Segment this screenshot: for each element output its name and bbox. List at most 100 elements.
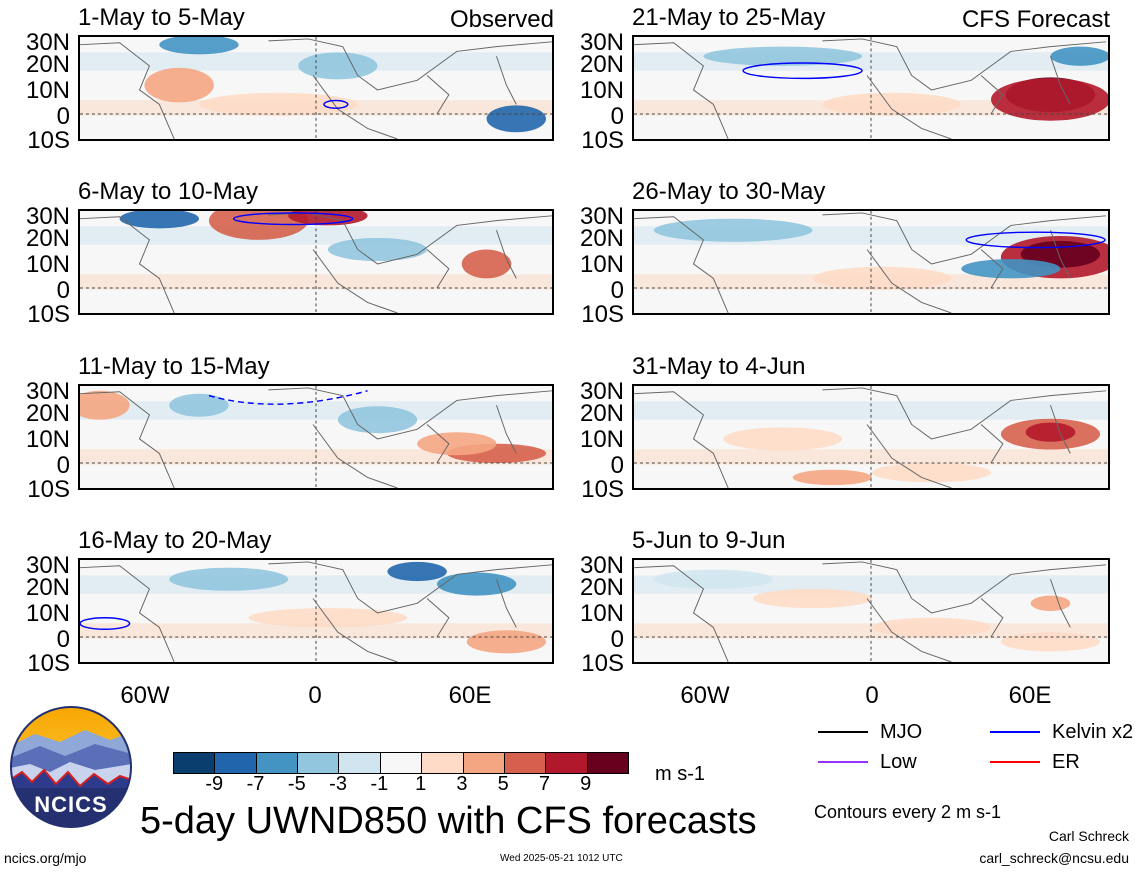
longitude-label: 0 xyxy=(865,682,879,709)
legend-label: ER xyxy=(1052,751,1080,773)
colorbar-tick-label: -1 xyxy=(370,773,389,795)
legend-line xyxy=(990,731,1040,733)
latitude-label: 10N xyxy=(579,600,624,627)
latitude-label: 10S xyxy=(27,650,70,677)
main-title: 5-day UWND850 with CFS forecasts xyxy=(140,800,757,842)
latitude-label: 30N xyxy=(579,29,624,56)
latitude-label: 10S xyxy=(581,127,624,154)
latitude-label: 10S xyxy=(581,301,624,328)
latitude-label: 30N xyxy=(25,203,70,230)
colorbar-swatch xyxy=(256,753,299,773)
latitude-label: 10N xyxy=(579,77,624,104)
colorbar-swatch xyxy=(174,753,216,773)
contour-note: Contours every 2 m s-1 xyxy=(814,802,1002,822)
wind-map-panel xyxy=(632,384,1110,490)
latitude-label: 0 xyxy=(610,626,624,653)
latitude-label: 0 xyxy=(610,277,624,304)
latitude-label: 0 xyxy=(56,626,70,653)
latitude-label: 30N xyxy=(579,552,624,579)
wind-map-panel xyxy=(78,558,554,664)
latitude-label: 20N xyxy=(25,51,70,78)
legend-line xyxy=(990,761,1040,763)
wind-map-panel xyxy=(78,384,554,490)
author-email: carl_schreck@ncsu.edu xyxy=(979,850,1129,866)
longitude-label: 60W xyxy=(120,682,170,709)
latitude-label: 10N xyxy=(579,426,624,453)
latitude-label: 20N xyxy=(579,225,624,252)
latitude-label: 20N xyxy=(579,574,624,601)
latitude-label: 0 xyxy=(56,277,70,304)
latitude-label: 0 xyxy=(56,103,70,130)
latitude-label: 10S xyxy=(27,476,70,503)
panel-title: 1-May to 5-May xyxy=(78,4,245,31)
colorbar-swatch xyxy=(298,753,340,773)
latitude-label: 10N xyxy=(25,600,70,627)
latitude-label: 30N xyxy=(25,29,70,56)
latitude-label: 10S xyxy=(27,301,70,328)
colorbar-swatch xyxy=(546,753,588,773)
forecast-label: CFS Forecast xyxy=(961,6,1110,33)
latitude-label: 10S xyxy=(581,476,624,503)
longitude-label: 60E xyxy=(1008,682,1052,709)
colorbar-swatch xyxy=(463,753,505,773)
author-name: Carl Schreck xyxy=(1048,828,1129,844)
colorbar-tick-label: 3 xyxy=(456,773,468,795)
latitude-label: 30N xyxy=(579,203,624,230)
latitude-label: 0 xyxy=(610,103,624,130)
colorbar-swatch xyxy=(339,753,381,773)
colorbar-tick-label: 7 xyxy=(538,773,551,795)
colorbar-tick-label: -3 xyxy=(329,773,347,795)
latitude-label: 30N xyxy=(25,378,70,405)
latitude-label: 20N xyxy=(579,400,624,427)
colorbar-swatch xyxy=(215,753,257,773)
logo-text: NCICS xyxy=(34,792,108,817)
latitude-label: 20N xyxy=(25,225,70,252)
footer-timestamp: Wed 2025-05-21 1012 UTC xyxy=(500,853,623,864)
latitude-label: 10S xyxy=(27,127,70,154)
colorbar-swatch xyxy=(504,753,547,773)
latitude-label: 10N xyxy=(25,251,70,278)
latitude-label: 0 xyxy=(610,452,624,479)
legend-label: Low xyxy=(880,751,917,773)
longitude-label: 0 xyxy=(308,682,322,709)
latitude-label: 10N xyxy=(25,426,70,453)
latitude-label: 20N xyxy=(25,400,70,427)
footer-url: ncics.org/mjo xyxy=(4,850,87,866)
observed-label: Observed xyxy=(449,6,554,33)
wind-map-panel xyxy=(78,209,554,315)
latitude-label: 10S xyxy=(581,650,624,677)
longitude-label: 60W xyxy=(680,682,730,709)
panel-title: 6-May to 10-May xyxy=(78,178,259,205)
latitude-label: 10N xyxy=(579,251,624,278)
colorbar-swatch xyxy=(422,753,464,773)
panel-title: 26-May to 30-May xyxy=(632,178,826,205)
panel-title: 5-Jun to 9-Jun xyxy=(632,527,786,554)
latitude-label: 20N xyxy=(579,51,624,78)
colorbar-tick-label: 1 xyxy=(415,773,427,795)
colorbar-tick-label: 9 xyxy=(580,773,592,795)
colorbar-tick-label: -9 xyxy=(205,773,224,795)
wind-map-panel xyxy=(632,209,1110,315)
legend-label: Kelvin x2 xyxy=(1052,721,1134,743)
colorbar-tick-label: -5 xyxy=(287,773,306,795)
colorbar xyxy=(173,752,629,774)
panel-title: 31-May to 4-Jun xyxy=(632,353,806,380)
panel-title: 21-May to 25-May xyxy=(632,4,826,31)
colorbar-units: m s-1 xyxy=(655,763,705,785)
latitude-label: 30N xyxy=(25,552,70,579)
wind-map-panel xyxy=(78,35,554,141)
latitude-label: 20N xyxy=(25,574,70,601)
colorbar-swatch xyxy=(380,753,423,773)
wind-map-panel xyxy=(632,35,1110,141)
colorbar-swatch xyxy=(587,753,628,773)
panel-title: 11-May to 15-May xyxy=(78,353,270,380)
legend-label: MJO xyxy=(880,721,923,743)
panel-title: 16-May to 20-May xyxy=(78,527,272,554)
latitude-label: 0 xyxy=(56,452,70,479)
legend-line xyxy=(818,731,868,733)
legend-line xyxy=(818,761,868,763)
longitude-label: 60E xyxy=(448,682,492,709)
latitude-label: 30N xyxy=(579,378,624,405)
ncics-logo: NCICS xyxy=(10,706,132,828)
colorbar-tick-label: -7 xyxy=(246,773,265,795)
